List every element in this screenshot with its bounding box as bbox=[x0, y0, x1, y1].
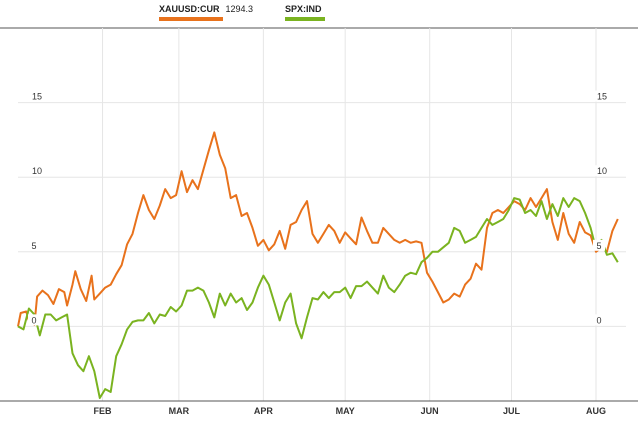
x-tick-label-apr: APR bbox=[254, 406, 274, 416]
series-line-spx-ind bbox=[17, 197, 619, 399]
legend-swatch-spx bbox=[285, 17, 325, 21]
legend-label-gold: XAUUSD:CUR bbox=[159, 4, 220, 14]
y-tick-label-right-0: 0 bbox=[596, 315, 601, 325]
y-tick-bg-left-5 bbox=[28, 239, 40, 251]
x-tick-label-mar: MAR bbox=[169, 406, 190, 416]
x-tick-label-may: MAY bbox=[336, 406, 355, 416]
x-tick-label-jun: JUN bbox=[421, 406, 439, 416]
legend-item-spx[interactable]: SPX:IND bbox=[285, 4, 322, 14]
y-tick-label-right-5: 5 bbox=[596, 241, 601, 251]
y-tick-bg-right-15 bbox=[593, 90, 611, 102]
legend-label-spx: SPX:IND bbox=[285, 4, 322, 14]
legend-value-gold: 1294.3 bbox=[225, 4, 254, 14]
y-tick-bg-right-10 bbox=[593, 165, 611, 177]
y-tick-bg-left-0 bbox=[28, 314, 40, 326]
y-tick-label-left-10: 10 bbox=[32, 166, 42, 176]
y-tick-label-left-5: 5 bbox=[31, 241, 36, 251]
y-tick-bg-right-0 bbox=[593, 314, 605, 326]
y-tick-bg-right-5 bbox=[593, 239, 605, 251]
x-tick-label-aug: AUG bbox=[586, 406, 606, 416]
x-tick-label-jul: JUL bbox=[503, 406, 521, 416]
x-tick-label-feb: FEB bbox=[94, 406, 113, 416]
legend-swatch-gold bbox=[159, 17, 223, 21]
legend: XAUUSD:CUR 1294.3 SPX:IND bbox=[0, 4, 638, 26]
y-tick-label-right-15: 15 bbox=[597, 92, 607, 102]
y-tick-label-left-15: 15 bbox=[32, 92, 42, 102]
y-tick-bg-left-10 bbox=[28, 165, 46, 177]
legend-item-gold[interactable]: XAUUSD:CUR 1294.3 bbox=[159, 4, 253, 14]
y-tick-bg-left-15 bbox=[28, 90, 46, 102]
y-tick-label-right-10: 10 bbox=[597, 166, 607, 176]
series-line-xauusd-cur bbox=[17, 131, 619, 327]
y-tick-label-left-0: 0 bbox=[31, 315, 36, 325]
